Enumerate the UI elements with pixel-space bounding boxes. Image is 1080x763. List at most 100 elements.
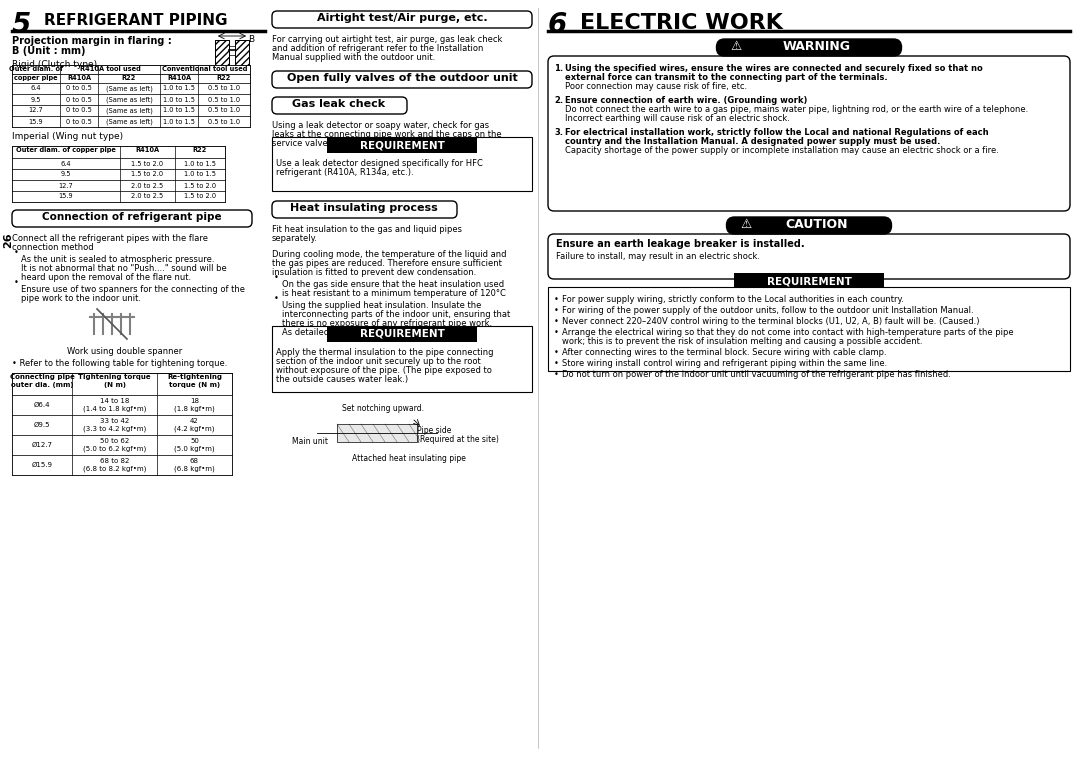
- Text: Tightening torque
(N m): Tightening torque (N m): [78, 374, 151, 388]
- Text: insulation is fitted to prevent dew condensation.: insulation is fitted to prevent dew cond…: [272, 268, 476, 277]
- Text: 1.: 1.: [554, 64, 563, 73]
- Text: Apply the thermal insulation to the pipe connecting: Apply the thermal insulation to the pipe…: [276, 348, 494, 357]
- Text: 9.5: 9.5: [60, 172, 71, 178]
- Text: 1.0 to 1.5: 1.0 to 1.5: [163, 108, 195, 114]
- Text: (Required at the site): (Required at the site): [417, 435, 499, 444]
- Text: the gas pipes are reduced. Therefore ensure sufficient: the gas pipes are reduced. Therefore ens…: [272, 259, 502, 268]
- Text: 6.4: 6.4: [30, 85, 41, 92]
- Text: separately.: separately.: [272, 234, 318, 243]
- Text: 2.: 2.: [554, 96, 563, 105]
- Text: Projection margin in flaring :: Projection margin in flaring :: [12, 36, 172, 46]
- Text: 18
(1.8 kgf•m): 18 (1.8 kgf•m): [174, 398, 215, 412]
- Text: 50 to 62
(5.0 to 6.2 kgf•m): 50 to 62 (5.0 to 6.2 kgf•m): [83, 438, 146, 452]
- Text: 1.0 to 1.5: 1.0 to 1.5: [163, 118, 195, 124]
- Text: Using a leak detector or soapy water, check for gas: Using a leak detector or soapy water, ch…: [272, 121, 489, 130]
- Text: On the gas side ensure that the heat insulation used: On the gas side ensure that the heat ins…: [282, 280, 504, 289]
- Text: 0.5 to 1.0: 0.5 to 1.0: [208, 118, 240, 124]
- Text: Ensure an earth leakage breaker is installed.: Ensure an earth leakage breaker is insta…: [556, 239, 805, 249]
- Text: • Refer to the following table for tightening torque.: • Refer to the following table for tight…: [12, 359, 228, 368]
- Text: Incorrect earthing will cause risk of an electric shock.: Incorrect earthing will cause risk of an…: [565, 114, 789, 123]
- FancyBboxPatch shape: [272, 201, 457, 218]
- Text: Ensure connection of earth wire. (Grounding work): Ensure connection of earth wire. (Ground…: [565, 96, 808, 105]
- Text: 1.0 to 1.5: 1.0 to 1.5: [184, 172, 216, 178]
- Text: •: •: [14, 248, 18, 257]
- Text: 68 to 82
(6.8 to 8.2 kgf•m): 68 to 82 (6.8 to 8.2 kgf•m): [83, 458, 146, 472]
- Text: 6: 6: [548, 11, 567, 39]
- Text: (Same as left): (Same as left): [106, 108, 152, 114]
- Bar: [12, 191, 225, 202]
- Text: Set notching upward.: Set notching upward.: [342, 404, 424, 413]
- FancyBboxPatch shape: [272, 97, 407, 114]
- Text: 26: 26: [3, 232, 13, 248]
- Text: interconnecting parts of the indoor unit, ensuring that: interconnecting parts of the indoor unit…: [282, 310, 510, 319]
- Text: •: •: [554, 348, 558, 357]
- Text: For carrying out airtight test, air purge, gas leak check: For carrying out airtight test, air purg…: [272, 35, 502, 44]
- Text: service valves.: service valves.: [272, 139, 335, 148]
- Text: ELECTRIC WORK: ELECTRIC WORK: [580, 13, 783, 33]
- Text: Ensure use of two spanners for the connecting of the: Ensure use of two spanners for the conne…: [21, 285, 245, 294]
- Text: Connect all the refrigerant pipes with the flare: Connect all the refrigerant pipes with t…: [12, 234, 208, 243]
- Bar: [12, 395, 232, 415]
- Text: Imperial (Wing nut type): Imperial (Wing nut type): [12, 132, 123, 141]
- Text: Ø15.9: Ø15.9: [31, 462, 53, 468]
- Text: •: •: [554, 317, 558, 326]
- Text: 0.5 to 1.0: 0.5 to 1.0: [208, 108, 240, 114]
- Text: Connection of refrigerant pipe: Connection of refrigerant pipe: [42, 212, 221, 222]
- Text: (Same as left): (Same as left): [106, 85, 152, 92]
- Text: •: •: [554, 370, 558, 379]
- Text: Rigid (Clutch type): Rigid (Clutch type): [12, 60, 97, 69]
- Text: Conventional tool used: Conventional tool used: [162, 66, 247, 72]
- Text: Using the supplied heat insulation. Insulate the: Using the supplied heat insulation. Insu…: [282, 301, 482, 310]
- Bar: [734, 273, 885, 289]
- Text: 1.5 to 2.0: 1.5 to 2.0: [184, 194, 216, 199]
- Text: •: •: [274, 294, 279, 303]
- Text: Fit heat insulation to the gas and liquid pipes: Fit heat insulation to the gas and liqui…: [272, 225, 462, 234]
- Text: Do not connect the earth wire to a gas pipe, mains water pipe, lightning rod, or: Do not connect the earth wire to a gas p…: [565, 105, 1028, 114]
- Text: 1.0 to 1.5: 1.0 to 1.5: [163, 85, 195, 92]
- Text: there is no exposure of any refrigerant pipe work.: there is no exposure of any refrigerant …: [282, 319, 492, 328]
- Text: 6.4: 6.4: [60, 160, 71, 166]
- Text: 12.7: 12.7: [29, 108, 43, 114]
- Text: Failure to install, may result in an electric shock.: Failure to install, may result in an ele…: [556, 252, 760, 261]
- Text: During cooling mode, the temperature of the liquid and: During cooling mode, the temperature of …: [272, 250, 507, 259]
- Text: •: •: [554, 306, 558, 315]
- Text: 9.5: 9.5: [30, 96, 41, 102]
- Text: the outside causes water leak.): the outside causes water leak.): [276, 375, 408, 384]
- Text: •: •: [554, 295, 558, 304]
- Text: CAUTION: CAUTION: [786, 218, 848, 231]
- Text: For power supply wiring, strictly conform to the Local authorities in each count: For power supply wiring, strictly confor…: [562, 295, 904, 304]
- Text: WARNING: WARNING: [783, 40, 851, 53]
- Text: Outer diam. of copper pipe: Outer diam. of copper pipe: [16, 147, 116, 153]
- Text: Outer diam. of: Outer diam. of: [9, 66, 63, 72]
- Text: (Same as left): (Same as left): [106, 96, 152, 103]
- Polygon shape: [235, 40, 249, 68]
- Text: As the unit is sealed to atmospheric pressure.: As the unit is sealed to atmospheric pre…: [21, 255, 215, 264]
- Text: REQUIREMENT: REQUIREMENT: [360, 140, 445, 150]
- Bar: [337, 424, 417, 442]
- Text: B (Unit : mm): B (Unit : mm): [12, 46, 85, 56]
- Bar: [12, 180, 225, 191]
- FancyBboxPatch shape: [548, 234, 1070, 279]
- Text: Ø12.7: Ø12.7: [31, 442, 53, 448]
- Text: Use a leak detector designed specifically for HFC: Use a leak detector designed specificall…: [276, 159, 483, 168]
- Text: ⚠: ⚠: [741, 218, 752, 231]
- Text: It is not abnormal that no "Push...." sound will be: It is not abnormal that no "Push...." so…: [21, 264, 227, 273]
- Text: Using the specified wires, ensure the wires are connected and securely fixed so : Using the specified wires, ensure the wi…: [565, 64, 983, 73]
- Text: 15.9: 15.9: [29, 118, 43, 124]
- Text: R410A: R410A: [167, 75, 191, 81]
- FancyBboxPatch shape: [272, 71, 532, 88]
- Text: country and the Installation Manual. A designated power supply must be used.: country and the Installation Manual. A d…: [565, 137, 941, 146]
- Text: 0 to 0.5: 0 to 0.5: [66, 85, 92, 92]
- Text: Ø9.5: Ø9.5: [33, 422, 51, 428]
- Bar: [12, 435, 232, 455]
- Bar: [272, 137, 532, 191]
- Bar: [12, 158, 225, 169]
- Text: section of the indoor unit securely up to the root: section of the indoor unit securely up t…: [276, 357, 481, 366]
- Text: 1.5 to 2.0: 1.5 to 2.0: [132, 160, 163, 166]
- Text: 50
(5.0 kgf•m): 50 (5.0 kgf•m): [174, 438, 215, 452]
- Text: R410A tool used: R410A tool used: [80, 66, 140, 72]
- Text: 3.: 3.: [554, 128, 563, 137]
- Text: 0 to 0.5: 0 to 0.5: [66, 108, 92, 114]
- Text: external force can transmit to the connecting part of the terminals.: external force can transmit to the conne…: [565, 73, 888, 82]
- Text: 1.0 to 1.5: 1.0 to 1.5: [163, 96, 195, 102]
